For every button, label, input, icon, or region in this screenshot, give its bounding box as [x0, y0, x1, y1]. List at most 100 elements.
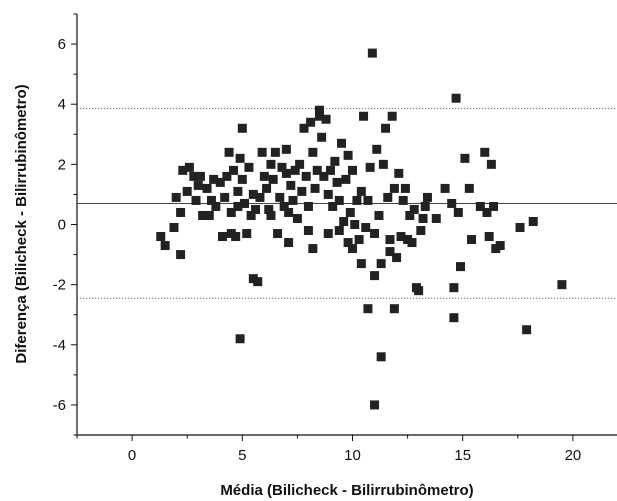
- data-points: [156, 48, 567, 410]
- data-point: [328, 201, 338, 211]
- data-point: [348, 244, 358, 254]
- data-point: [248, 189, 258, 199]
- data-point: [332, 177, 342, 187]
- data-point: [414, 286, 424, 296]
- data-point: [334, 226, 344, 236]
- y-tick-label: 2: [58, 156, 66, 173]
- data-point: [416, 226, 426, 236]
- data-point: [359, 111, 369, 121]
- data-point: [557, 280, 567, 290]
- data-point: [211, 201, 221, 211]
- y-tick-label: 4: [58, 96, 66, 113]
- data-point: [323, 189, 333, 199]
- data-point: [312, 165, 322, 175]
- x-tick-label: 10: [344, 447, 361, 464]
- data-point: [464, 183, 474, 193]
- data-point: [363, 195, 373, 205]
- x-tick-label: 20: [565, 447, 582, 464]
- data-point: [189, 171, 199, 181]
- data-point: [489, 201, 499, 211]
- x-axis-title: Média (Bilicheck - Bilirrubinômetro): [220, 482, 473, 499]
- data-point: [405, 210, 415, 220]
- data-point: [176, 207, 186, 217]
- data-point: [319, 171, 329, 181]
- data-point: [330, 156, 340, 166]
- data-point: [325, 165, 335, 175]
- data-point: [273, 229, 283, 239]
- data-point: [264, 204, 274, 214]
- data-point: [440, 183, 450, 193]
- data-point: [292, 213, 302, 223]
- data-point: [266, 159, 276, 169]
- data-point: [253, 277, 263, 287]
- data-point: [370, 400, 380, 410]
- reference-lines: [77, 108, 617, 299]
- data-point: [281, 144, 291, 154]
- data-point: [231, 232, 241, 242]
- data-point: [178, 165, 188, 175]
- data-point: [475, 201, 485, 211]
- data-point: [206, 195, 216, 205]
- data-point: [383, 192, 393, 202]
- data-point: [204, 210, 214, 220]
- data-point: [495, 241, 505, 251]
- data-point: [193, 180, 203, 190]
- x-tick-label: 5: [238, 447, 246, 464]
- data-point: [306, 117, 316, 127]
- data-point: [345, 207, 355, 217]
- x-tick-label: 15: [454, 447, 471, 464]
- data-point: [356, 186, 366, 196]
- data-point: [237, 123, 247, 133]
- y-tick-label: -6: [53, 397, 66, 414]
- data-point: [398, 195, 408, 205]
- data-point: [235, 153, 245, 163]
- data-point: [259, 171, 269, 181]
- data-point: [268, 174, 278, 184]
- data-point: [240, 198, 250, 208]
- data-point: [209, 174, 219, 184]
- data-point: [484, 232, 494, 242]
- data-point: [370, 271, 380, 281]
- data-point: [396, 232, 406, 242]
- data-point: [460, 153, 470, 163]
- data-point: [235, 334, 245, 344]
- data-point: [372, 144, 382, 154]
- data-point: [422, 192, 432, 202]
- data-point: [237, 174, 247, 184]
- y-axis-ticks: -6 -4 -2 0 2 4 6: [53, 13, 77, 436]
- data-point: [317, 132, 327, 142]
- data-point: [451, 93, 461, 103]
- data-point: [286, 180, 296, 190]
- data-point: [233, 186, 243, 196]
- data-point: [156, 232, 166, 242]
- data-point: [279, 201, 289, 211]
- data-point: [303, 226, 313, 236]
- data-point: [356, 259, 366, 269]
- x-axis-ticks: 0 5 10 15 20: [76, 435, 582, 464]
- data-point: [431, 213, 441, 223]
- data-point: [334, 195, 344, 205]
- data-point: [184, 162, 194, 172]
- data-point: [378, 159, 388, 169]
- data-point: [376, 259, 386, 269]
- y-tick-label: -2: [53, 277, 66, 294]
- data-point: [339, 216, 349, 226]
- data-point: [288, 195, 298, 205]
- data-point: [301, 171, 311, 181]
- data-point: [171, 192, 181, 202]
- data-point: [343, 150, 353, 160]
- data-point: [348, 165, 358, 175]
- data-point: [284, 207, 294, 217]
- data-point: [303, 201, 313, 211]
- data-point: [447, 198, 457, 208]
- data-point: [295, 159, 305, 169]
- data-point: [392, 253, 402, 263]
- data-point: [244, 162, 254, 172]
- data-point: [297, 186, 307, 196]
- data-point: [299, 123, 309, 133]
- data-point: [449, 313, 459, 323]
- y-tick-label: -4: [53, 337, 66, 354]
- data-point: [453, 207, 463, 217]
- data-point: [321, 114, 331, 124]
- data-point: [195, 171, 205, 181]
